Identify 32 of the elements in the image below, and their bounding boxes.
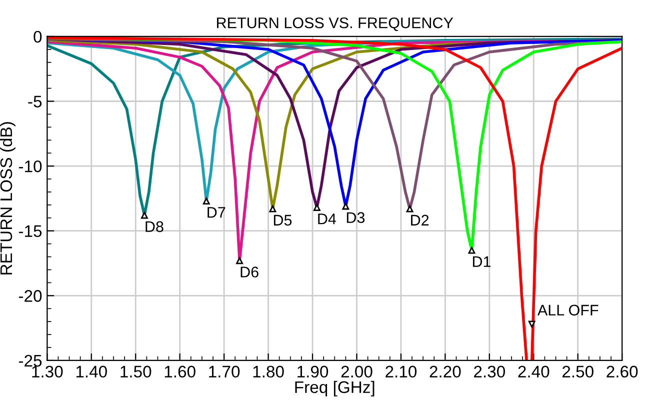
y-tick-label: 0: [34, 30, 42, 43]
x-tick-label: 1.90: [298, 366, 328, 378]
x-tick-label: 1.60: [164, 366, 196, 378]
x-tick-label: 2.60: [606, 366, 638, 378]
y-tick-label: -20: [18, 290, 42, 302]
y-axis-title: RETURN LOSS (dB): [0, 122, 16, 274]
annotation: D8: [146, 221, 164, 232]
annotation: D4: [318, 214, 336, 224]
y-tick-label: -5: [28, 96, 42, 108]
x-tick-label: 1.40: [76, 366, 107, 378]
x-tick-label: 2.30: [474, 366, 505, 378]
annotation: D7: [208, 207, 226, 218]
x-axis-title: Freq [GHz]: [295, 380, 374, 396]
x-tick-label: 1.70: [209, 366, 240, 378]
x-tick-label: 2.40: [518, 366, 550, 378]
annotation: ALL OFF: [537, 304, 598, 316]
y-tick-label: -10: [18, 160, 42, 172]
x-tick-label: 2.20: [430, 366, 461, 378]
annotation: D3: [346, 212, 365, 224]
chart-title: RETURN LOSS VS. FREQUENCY: [217, 17, 454, 32]
x-tick-label: 2.50: [562, 366, 594, 378]
annotation: D2: [411, 214, 429, 226]
y-tick-label: -25: [18, 354, 42, 367]
x-tick-label: 2.10: [386, 366, 417, 378]
y-tick-label: -15: [18, 225, 42, 238]
x-tick-label: 1.50: [120, 366, 152, 378]
annotation: D5: [274, 214, 292, 226]
annotation: D6: [240, 266, 258, 278]
x-tick-label: 1.80: [253, 366, 284, 378]
annotation: D1: [472, 256, 491, 267]
x-tick-label: 1.30: [32, 366, 63, 378]
x-tick-label: 2.00: [341, 366, 372, 378]
